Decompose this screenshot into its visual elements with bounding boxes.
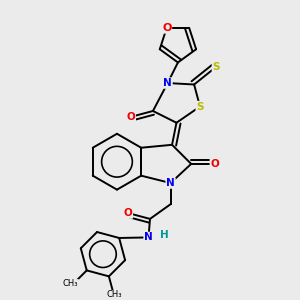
- Text: S: S: [196, 102, 204, 112]
- Text: CH₃: CH₃: [107, 290, 122, 299]
- Text: N: N: [163, 78, 172, 88]
- Text: O: O: [210, 159, 219, 169]
- Text: O: O: [162, 23, 171, 33]
- Text: H: H: [160, 230, 169, 240]
- Text: O: O: [124, 208, 132, 218]
- Text: CH₃: CH₃: [63, 279, 79, 288]
- Text: N: N: [144, 232, 153, 242]
- Text: N: N: [166, 178, 175, 188]
- Text: O: O: [127, 112, 135, 122]
- Text: S: S: [212, 62, 220, 72]
